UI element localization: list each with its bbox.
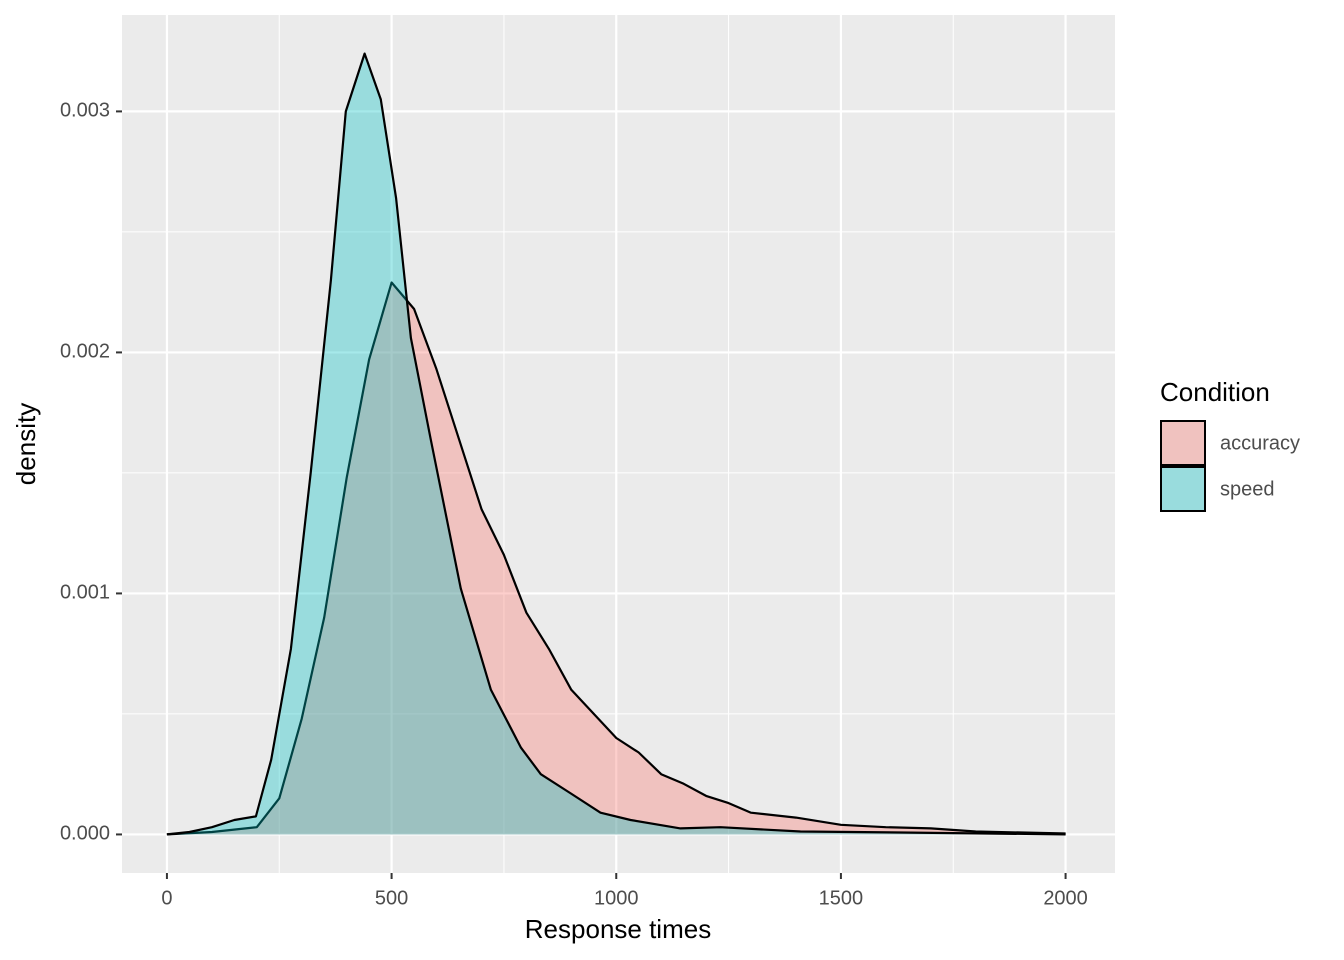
legend-key <box>1160 420 1206 466</box>
legend-title: Condition <box>1160 377 1270 407</box>
x-axis-label: Response times <box>525 914 711 944</box>
y-tick-label: 0.002 <box>60 341 110 363</box>
y-tick-label: 0.001 <box>60 582 110 604</box>
x-tick-label: 1500 <box>819 887 864 909</box>
legend-label: speed <box>1220 478 1275 500</box>
x-tick-label: 500 <box>375 887 408 909</box>
legend-label: accuracy <box>1220 432 1300 454</box>
x-tick-label: 1000 <box>594 887 639 909</box>
x-tick-label: 2000 <box>1043 887 1088 909</box>
legend-key-bg <box>1161 421 1205 465</box>
area-fill <box>166 53 1066 835</box>
x-tick-label: 0 <box>161 887 172 909</box>
density-line <box>166 281 1066 836</box>
y-tick-label: 0.000 <box>60 823 110 845</box>
density-line <box>166 52 1066 836</box>
y-axis-label: density <box>11 403 41 485</box>
area-fill <box>166 282 1066 835</box>
legend-key <box>1160 466 1206 512</box>
panel <box>122 15 1115 873</box>
y-tick-label: 0.003 <box>60 100 110 122</box>
legend-key-bg <box>1161 467 1205 511</box>
